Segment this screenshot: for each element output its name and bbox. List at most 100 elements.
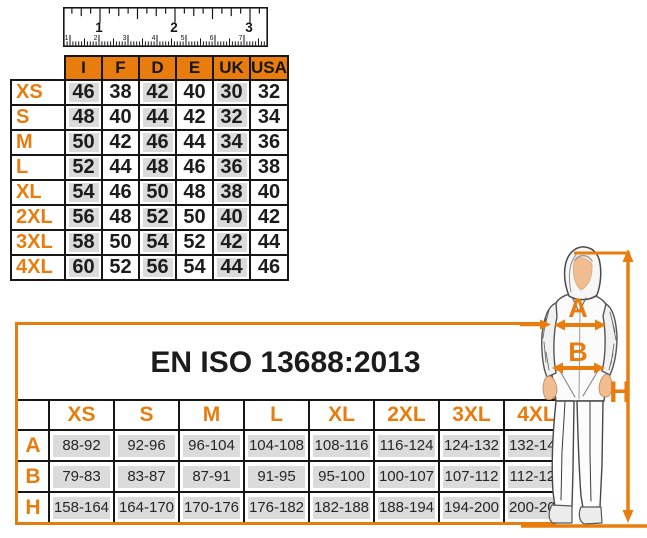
en-iso-table: XS S M L XL 2XL 3XL 4XL A 88-92 92-96 96-104 104-10…: [18, 399, 568, 522]
size-value: 46: [64, 79, 103, 106]
measure-range: 176-182: [243, 491, 310, 522]
size-value: 40: [175, 79, 214, 106]
measure-range: 95-100: [308, 460, 375, 493]
model-figure: A B H: [520, 246, 647, 528]
size-value: 46: [249, 254, 289, 281]
size-value: 34: [212, 129, 251, 156]
size-value: 44: [212, 254, 251, 281]
size-row-label: M: [10, 129, 66, 156]
size-value: 50: [175, 204, 214, 231]
size-row-label: XL: [10, 179, 66, 206]
measure-range: 116-124: [373, 429, 440, 462]
measure-range: 104-108: [243, 429, 310, 462]
left-sleeve: [541, 302, 558, 378]
intl-col-header-UK: UK: [212, 55, 251, 81]
cm-number: 6: [210, 35, 214, 42]
size-row-label: 2XL: [10, 204, 66, 231]
iso-col-header-S: S: [113, 399, 180, 431]
measure-range: 194-200: [438, 491, 505, 522]
intl-col-header-F: F: [101, 55, 140, 81]
size-row-label: XS: [10, 79, 66, 106]
inch-number: 2: [170, 20, 178, 35]
size-value: 54: [175, 254, 214, 281]
measure-range: 91-95: [243, 460, 310, 493]
leader-arrowhead: [540, 319, 551, 330]
size-value: 46: [138, 129, 177, 156]
measure-range: 92-96: [113, 429, 180, 462]
size-value: 38: [212, 179, 251, 206]
iso-col-header-L: L: [243, 399, 310, 431]
size-value: 54: [64, 179, 103, 206]
size-value: 52: [138, 204, 177, 231]
size-value: 40: [101, 104, 140, 131]
size-value: 40: [212, 204, 251, 231]
size-value: 44: [249, 229, 289, 256]
measure-range: 107-112: [438, 460, 505, 493]
measure-range: 158-164: [48, 491, 115, 522]
en-iso-box: EN ISO 13688:2013 XS S M L XL 2XL 3XL 4XL A 88-9…: [15, 322, 568, 525]
size-value: 38: [101, 79, 140, 106]
cm-number: 4: [152, 35, 156, 42]
measure-range: 79-83: [48, 460, 115, 493]
intl-table-body: XS 46 38 42 40 30 32 S 48 40 44 42 32 34 M 50 42 46 44 34 36…: [10, 79, 289, 281]
size-value: 48: [101, 204, 140, 231]
size-value: 40: [249, 179, 289, 206]
measure-range: 124-132: [438, 429, 505, 462]
iso-col-header-M: M: [178, 399, 245, 431]
measure-range: 182-188: [308, 491, 375, 522]
measure-range: 83-87: [113, 460, 180, 493]
intl-col-header-I: I: [64, 55, 103, 81]
size-value: 46: [101, 179, 140, 206]
left-leg-seam: [560, 401, 566, 501]
size-value: 56: [64, 204, 103, 231]
size-row-XL: XL 54 46 50 48 38 40: [10, 179, 289, 206]
left-leg: [551, 400, 575, 508]
measure-range: 96-104: [178, 429, 245, 462]
size-row-XS: XS 46 38 42 40 30 32: [10, 79, 289, 106]
size-value: 32: [249, 79, 289, 106]
inch-number: 1: [95, 20, 103, 35]
hair-line: [574, 254, 593, 262]
size-value: 50: [138, 179, 177, 206]
size-value: 56: [138, 254, 177, 281]
corner-cell: [18, 399, 50, 431]
size-row-label: 4XL: [10, 254, 66, 281]
size-row-S: S 48 40 44 42 32 34: [10, 104, 289, 131]
size-value: 38: [249, 154, 289, 181]
cm-number: 7: [239, 35, 243, 42]
height-arrow: H: [574, 249, 634, 523]
size-value: 48: [138, 154, 177, 181]
size-value: 30: [212, 79, 251, 106]
intl-header-row: I F D E UK USA: [11, 55, 289, 81]
size-value: 44: [138, 104, 177, 131]
measure-range: 108-116: [308, 429, 375, 462]
inch-number: 3: [245, 20, 253, 35]
size-value: 44: [175, 129, 214, 156]
size-value: 50: [64, 129, 103, 156]
height-label: H: [609, 376, 631, 409]
cm-number: 5: [181, 35, 185, 42]
size-value: 42: [101, 129, 140, 156]
size-row-M: M 50 42 46 44 34 36: [10, 129, 289, 156]
pocket-line-left: [559, 370, 576, 398]
measure-range: 87-91: [178, 460, 245, 493]
pocket-line-right: [582, 368, 600, 397]
measure-row-H: H 158-164 164-170 170-176 176-182 182-188 188-…: [18, 491, 568, 522]
zipper-line: [578, 305, 581, 400]
iso-col-header-XS: XS: [48, 399, 115, 431]
size-row-4XL: 4XL 60 52 56 54 44 46: [10, 254, 289, 281]
iso-col-header-2XL: 2XL: [373, 399, 440, 431]
collar-line: [572, 297, 587, 313]
face: [572, 257, 593, 291]
measure-row-label: B: [18, 460, 50, 493]
corner-cell: [11, 56, 65, 80]
size-value: 46: [175, 154, 214, 181]
waist-label: B: [568, 337, 588, 367]
ruler-frame: [63, 7, 268, 47]
measure-range: 170-176: [178, 491, 245, 522]
hoodie-person-sketch: [541, 246, 618, 525]
cm-number: 3: [123, 35, 127, 42]
size-value: 42: [138, 79, 177, 106]
waist-width-arrow: B: [552, 337, 605, 374]
